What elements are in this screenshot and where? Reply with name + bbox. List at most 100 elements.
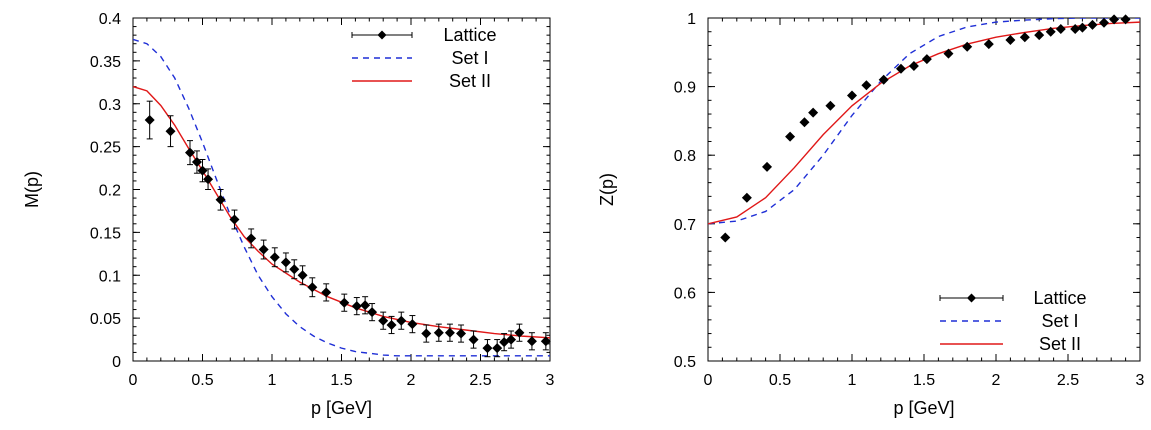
data-point bbox=[785, 131, 796, 142]
data-point bbox=[468, 334, 479, 345]
data-point bbox=[307, 282, 318, 293]
data-point bbox=[421, 328, 432, 339]
x-axis-label: p [GeV] bbox=[893, 398, 954, 418]
x-tick-label: 0.5 bbox=[191, 372, 213, 389]
series-set-ii-line bbox=[133, 85, 550, 339]
data-point bbox=[983, 39, 994, 50]
data-point bbox=[808, 107, 819, 118]
data-point bbox=[861, 80, 872, 91]
y-tick-label: 0.9 bbox=[674, 80, 696, 97]
data-point bbox=[215, 194, 226, 205]
x-tick-label: 2 bbox=[407, 372, 416, 389]
x-axis-label: p [GeV] bbox=[311, 398, 372, 418]
y-tick-label: 0.7 bbox=[674, 217, 696, 234]
y-tick-label: 1 bbox=[687, 11, 696, 28]
data-point bbox=[407, 319, 418, 330]
legend: Lattice Set I Set II bbox=[351, 25, 497, 91]
data-point bbox=[540, 336, 551, 347]
data-point bbox=[321, 287, 332, 298]
data-point bbox=[921, 54, 932, 65]
data-point bbox=[514, 327, 525, 338]
legend: Lattice Set I Set II bbox=[939, 288, 1087, 354]
data-point bbox=[1005, 34, 1016, 45]
series-set-ii-line bbox=[708, 21, 1140, 225]
x-tick-label: 0 bbox=[129, 372, 138, 389]
data-point bbox=[741, 192, 752, 203]
data-point bbox=[339, 297, 350, 308]
data-point bbox=[1019, 32, 1030, 43]
series-lattice bbox=[144, 100, 551, 358]
series-lattice bbox=[720, 14, 1131, 243]
data-point bbox=[825, 100, 836, 111]
data-point bbox=[165, 126, 176, 137]
series-set-i-line bbox=[708, 18, 1140, 225]
data-point bbox=[1070, 23, 1081, 34]
data-point bbox=[482, 343, 493, 354]
y-axis-label: M(p) bbox=[22, 171, 42, 208]
y-tick-label: 0.1 bbox=[99, 268, 121, 285]
x-tick-label: 3 bbox=[1136, 372, 1145, 389]
y-tick-label: 0.05 bbox=[90, 311, 121, 328]
y-tick-label: 0.25 bbox=[90, 140, 121, 157]
x-tick-label: 0.5 bbox=[769, 372, 791, 389]
data-point bbox=[799, 117, 810, 128]
y-tick-label: 0 bbox=[112, 354, 121, 371]
plot-frame bbox=[132, 17, 551, 362]
data-point bbox=[258, 244, 269, 255]
x-tick-label: 2 bbox=[992, 372, 1001, 389]
data-point bbox=[367, 307, 378, 318]
x-tick-label: 1.5 bbox=[913, 372, 935, 389]
data-point bbox=[962, 41, 973, 52]
legend-swatch-marker bbox=[377, 30, 387, 40]
data-point bbox=[378, 315, 389, 326]
data-point bbox=[360, 300, 371, 311]
data-point bbox=[184, 147, 195, 158]
data-point bbox=[396, 315, 407, 326]
x-tick-label: 3 bbox=[546, 372, 555, 389]
data-point bbox=[289, 264, 300, 275]
y-tick-label: 0.2 bbox=[99, 183, 121, 200]
data-point bbox=[1109, 14, 1120, 25]
data-point bbox=[526, 336, 537, 347]
data-point bbox=[456, 328, 467, 339]
y-tick-label: 0.6 bbox=[674, 285, 696, 302]
legend-label-set-i: Set I bbox=[1041, 311, 1078, 331]
x-tick-label: 1 bbox=[848, 372, 857, 389]
data-point bbox=[1045, 26, 1056, 37]
data-point bbox=[1077, 22, 1088, 33]
data-point bbox=[943, 48, 954, 59]
y-tick-label: 0.4 bbox=[99, 11, 121, 28]
data-point bbox=[269, 252, 280, 263]
data-point bbox=[1087, 19, 1098, 30]
panel-mass-function: 0 0.5 1 1.5 2 2.5 3 0 0.05 0.1 0.15 0.2 0.25 0.3 0.35 0… bbox=[22, 11, 555, 418]
data-point bbox=[246, 233, 257, 244]
x-tick-label: 0 bbox=[704, 372, 713, 389]
data-point bbox=[895, 63, 906, 74]
data-point bbox=[720, 232, 731, 243]
data-point bbox=[433, 327, 444, 338]
data-point bbox=[506, 334, 517, 345]
data-point bbox=[1099, 17, 1109, 28]
data-point bbox=[878, 74, 889, 85]
x-tick-label: 1 bbox=[268, 372, 277, 389]
data-point bbox=[1034, 30, 1045, 41]
data-point bbox=[297, 270, 308, 281]
x-tick-label: 2.5 bbox=[469, 372, 491, 389]
x-tick-label: 1.5 bbox=[330, 372, 352, 389]
data-point bbox=[1055, 23, 1066, 34]
data-point bbox=[351, 301, 362, 312]
data-point bbox=[492, 343, 503, 354]
y-tick-label: 0.3 bbox=[99, 97, 121, 114]
legend-label-set-ii: Set II bbox=[449, 71, 491, 91]
x-tick-label: 2.5 bbox=[1057, 372, 1079, 389]
data-point bbox=[908, 61, 919, 72]
panel-wave-function-renormalization: 0 0.5 1 1.5 2 2.5 3 0.5 0.6 0.7 0.8 0.9 1 p [GeV] Z(p)… bbox=[597, 11, 1145, 418]
data-point bbox=[762, 161, 773, 172]
data-point bbox=[203, 174, 214, 185]
data-point bbox=[1120, 14, 1131, 25]
data-point bbox=[386, 319, 397, 330]
y-tick-label: 0.15 bbox=[90, 225, 121, 242]
data-point bbox=[229, 214, 240, 225]
legend-label-lattice: Lattice bbox=[443, 25, 496, 45]
